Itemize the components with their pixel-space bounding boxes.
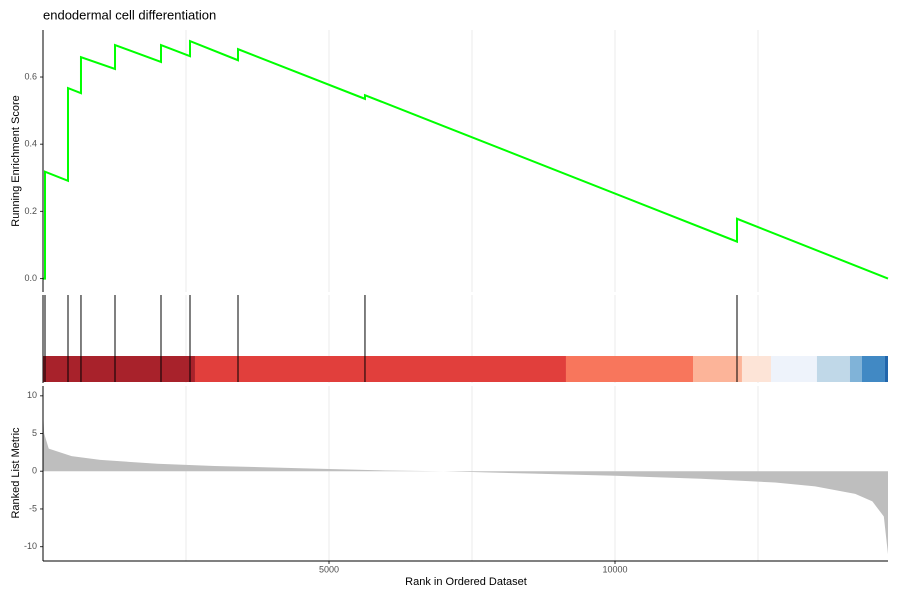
- color-band: [884, 356, 888, 382]
- color-band: [849, 356, 862, 382]
- color-band: [816, 356, 850, 382]
- y-axis-label: Running Enrichment Score: [10, 95, 22, 226]
- color-band: [861, 356, 885, 382]
- x-axis-label: Rank in Ordered Dataset: [405, 576, 527, 588]
- enrichment-line: [43, 39, 889, 280]
- y-tick-label: 0.0: [24, 273, 37, 283]
- y-tick-label: 0.2: [24, 206, 37, 216]
- color-band: [770, 356, 817, 382]
- metric-area: [43, 410, 888, 555]
- y-tick-label: -5: [29, 503, 37, 513]
- x-tick-label: 10000: [602, 564, 627, 574]
- y-tick-label: 0.6: [24, 71, 37, 81]
- y-tick-label: 0: [32, 466, 37, 476]
- color-band: [693, 356, 742, 382]
- x-tick-label: 5000: [319, 564, 339, 574]
- y-axis-label: Ranked List Metric: [10, 427, 22, 519]
- y-tick-label: 10: [27, 390, 37, 400]
- color-band: [565, 356, 694, 382]
- chart-title: endodermal cell differentiation: [43, 7, 216, 22]
- y-tick-label: -10: [24, 541, 37, 551]
- y-tick-label: 5: [32, 428, 37, 438]
- color-band: [741, 356, 771, 382]
- y-tick-label: 0.4: [24, 139, 37, 149]
- color-band: [43, 356, 195, 382]
- color-band: [194, 356, 566, 382]
